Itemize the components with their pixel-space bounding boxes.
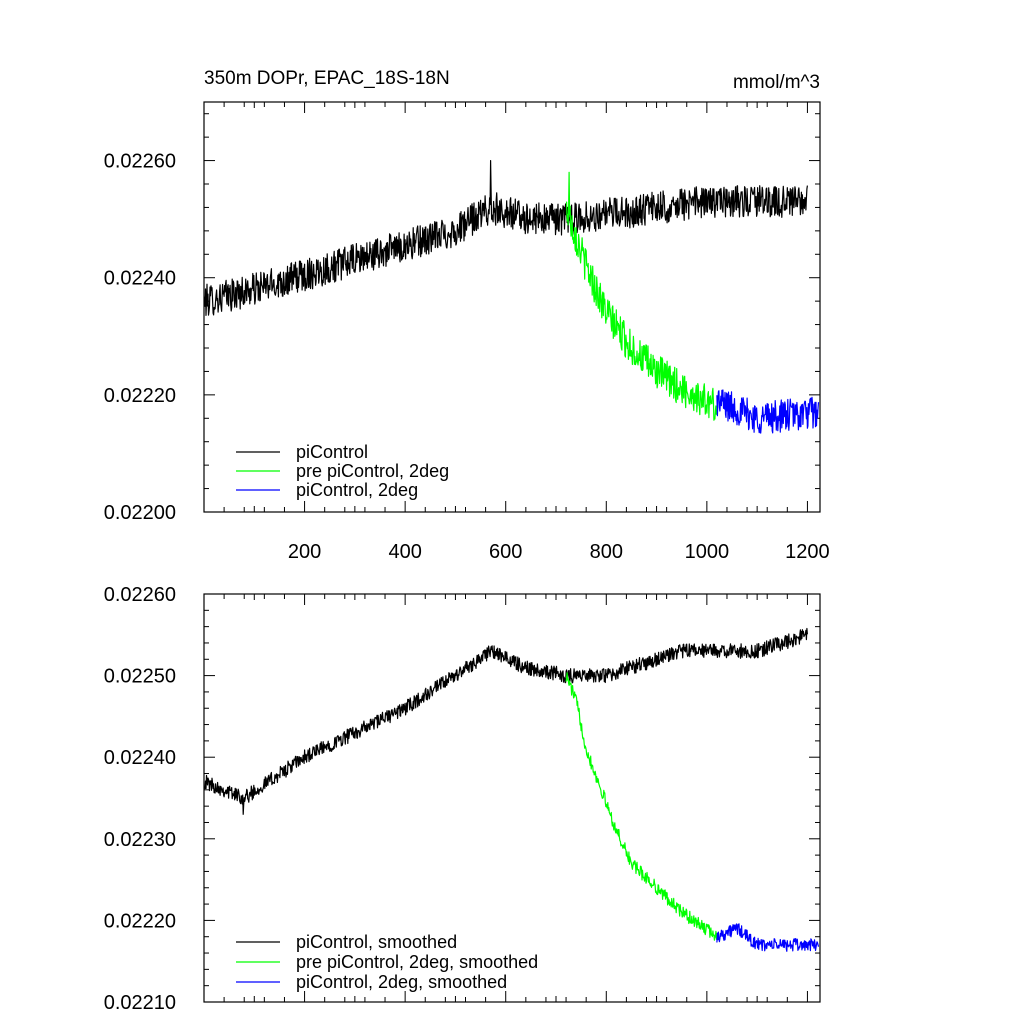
y-tick-label: 0.02250 (104, 666, 176, 688)
y-tick-label: 0.02240 (104, 268, 176, 290)
legend-label: piControl, 2deg (296, 480, 418, 500)
chart-title: 350m DOPr, EPAC_18S-18N (204, 68, 450, 89)
series-line-3 (716, 923, 820, 952)
units-label: mmol/m^3 (733, 72, 820, 93)
y-tick-label: 0.02210 (104, 992, 176, 1014)
plot-frame (203, 101, 821, 513)
y-tick-label: 0.02200 (104, 502, 176, 524)
y-tick-label: 0.02230 (104, 829, 176, 851)
legend-label: piControl, 2deg, smoothed (296, 972, 507, 992)
series-line-2 (565, 171, 718, 421)
plot-frame (203, 593, 821, 1003)
x-tick-label: 800 (590, 541, 623, 563)
y-tick-label: 0.02260 (104, 584, 176, 606)
legend-label: pre piControl, 2deg, smoothed (296, 952, 538, 972)
bottom-panel: 0.02210 0.02220 0.02230 0.02240 0.02250 0.022… (104, 584, 821, 1014)
x-tick-labels: 200 400 600 800 1000 1200 (288, 541, 830, 563)
y-tick-label: 0.02220 (104, 910, 176, 932)
y-tick-labels: 0.02200 0.02220 0.02240 0.02260 (104, 151, 176, 524)
legend-label: piControl, smoothed (296, 932, 457, 952)
axis-ticks (204, 102, 820, 513)
x-tick-label: 200 (288, 541, 321, 563)
y-tick-label: 0.02240 (104, 747, 176, 769)
series-line-1 (203, 160, 808, 316)
series-line-2 (565, 672, 718, 941)
y-tick-labels: 0.02210 0.02220 0.02230 0.02240 0.02250 0.022… (104, 584, 176, 1014)
y-tick-label: 0.02220 (104, 385, 176, 407)
x-tick-label: 1200 (785, 541, 830, 563)
top-panel: 350m DOPr, EPAC_18S-18N mmol/m^3 0.02200… (104, 68, 830, 563)
series-lines (203, 160, 820, 434)
axis-ticks (204, 593, 820, 1003)
x-tick-label: 400 (388, 541, 421, 563)
series-lines (204, 627, 820, 952)
x-tick-label: 600 (489, 541, 522, 563)
legend-label: pre piControl, 2deg (296, 461, 449, 481)
x-tick-label: 1000 (685, 541, 730, 563)
series-line-1 (204, 627, 808, 815)
y-tick-label: 0.02260 (104, 151, 176, 173)
series-line-3 (716, 389, 820, 434)
legend-label: piControl (296, 442, 368, 462)
